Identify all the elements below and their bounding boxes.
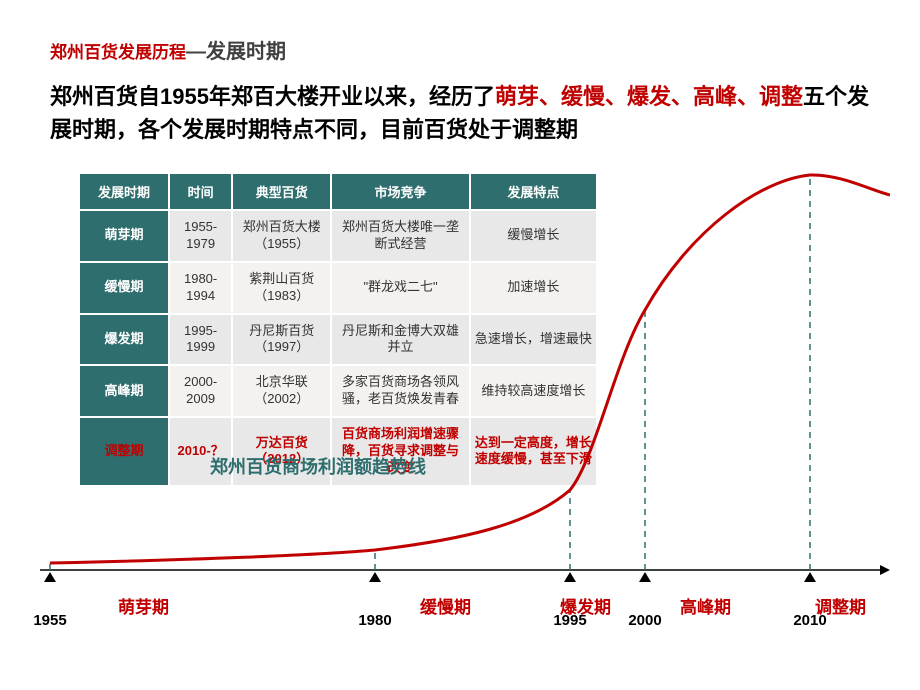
year-label: 2000 [628, 612, 661, 629]
header-dash: — [186, 41, 206, 63]
year-label: 1955 [33, 612, 66, 629]
year-label: 1995 [553, 612, 586, 629]
period-label: 萌芽期 [118, 593, 169, 618]
header-suffix: 发展时期 [206, 41, 286, 63]
main-description: 郑州百货自1955年郑百大楼开业以来，经历了萌芽、缓慢、爆发、高峰、调整五个发展… [50, 80, 870, 146]
period-label: 高峰期 [680, 593, 731, 618]
chart-svg [40, 160, 890, 590]
main-text-highlight: 萌芽、缓慢、爆发、高峰、调整 [495, 84, 803, 109]
slide-header: 郑州百货发展历程—发展时期 [50, 35, 286, 64]
year-label: 1980 [358, 612, 391, 629]
period-label: 缓慢期 [420, 593, 471, 618]
trend-chart [40, 160, 890, 590]
header-prefix: 郑州百货发展历程 [50, 43, 186, 62]
main-text-a: 郑州百货自1955年郑百大楼开业以来，经历了 [50, 84, 495, 109]
year-label: 2010 [793, 612, 826, 629]
